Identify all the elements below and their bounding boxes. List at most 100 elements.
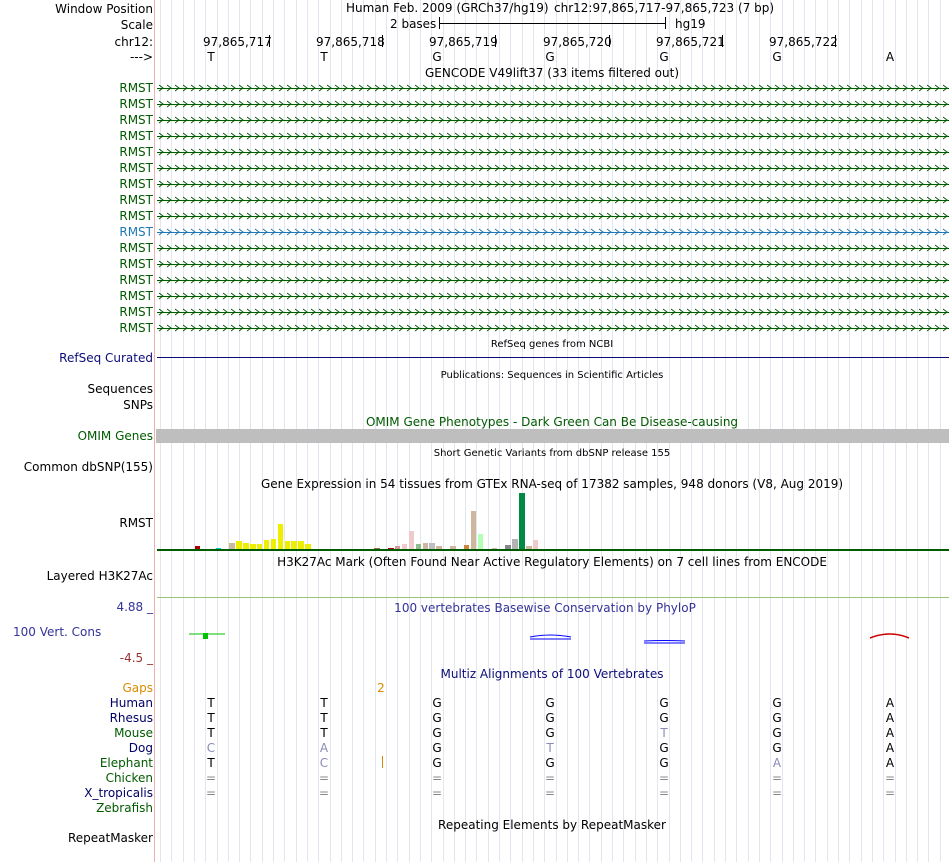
reference-base: G — [772, 50, 782, 64]
gencode-transcript[interactable] — [157, 116, 949, 124]
gtex-bar[interactable] — [388, 548, 394, 549]
gtex-bar[interactable] — [505, 545, 511, 549]
gencode-gene-label[interactable]: RMST — [119, 257, 153, 271]
gtex-bar[interactable] — [450, 546, 456, 549]
gtex-bar[interactable] — [463, 545, 470, 549]
gencode-gene-label[interactable]: RMST — [119, 145, 153, 159]
gtex-bar[interactable] — [250, 544, 256, 549]
gencode-transcript[interactable] — [157, 292, 949, 300]
repeatmasker-label[interactable]: RepeatMasker — [67, 831, 153, 845]
species-label[interactable]: X_tropicalis — [84, 786, 153, 800]
gtex-bar[interactable] — [491, 548, 498, 549]
gencode-gene-label[interactable]: RMST — [119, 305, 153, 319]
refseq-line[interactable] — [157, 357, 949, 358]
species-label[interactable]: Dog — [128, 741, 153, 755]
gtex-bar[interactable] — [298, 541, 304, 549]
gencode-gene-label[interactable]: RMST — [119, 97, 153, 111]
gtex-bar[interactable] — [263, 540, 270, 549]
gencode-gene-label[interactable]: RMST — [119, 177, 153, 191]
gtex-bar[interactable] — [243, 543, 249, 549]
phylop-label[interactable]: 100 Vert. Cons — [13, 625, 102, 639]
gencode-transcript[interactable] — [157, 308, 949, 316]
sequences-label[interactable]: Sequences — [87, 382, 153, 396]
refseq-label[interactable]: RefSeq Curated — [59, 351, 153, 365]
gencode-gene-label[interactable]: RMST — [119, 241, 153, 255]
gtex-chart[interactable] — [157, 493, 949, 549]
gencode-transcript[interactable] — [157, 180, 949, 188]
gtex-bar[interactable] — [408, 531, 415, 549]
gencode-gene-label[interactable]: RMST — [119, 273, 153, 287]
gencode-transcript[interactable] — [157, 228, 949, 236]
species-label[interactable]: Chicken — [105, 771, 153, 785]
gtex-bar[interactable] — [470, 511, 477, 549]
species-label[interactable]: Mouse — [114, 726, 153, 740]
gencode-gene-label[interactable]: RMST — [119, 225, 153, 239]
gencode-transcript[interactable] — [157, 100, 949, 108]
gencode-transcript[interactable] — [157, 324, 949, 332]
aligned-base: C — [206, 741, 216, 755]
gencode-gene-label[interactable]: RMST — [119, 321, 153, 335]
gtex-bar[interactable] — [429, 543, 435, 549]
gtex-bar[interactable] — [374, 548, 380, 549]
species-label[interactable]: Elephant — [99, 756, 153, 770]
dbsnp-title: Short Genetic Variants from dbSNP releas… — [433, 448, 671, 459]
species-label[interactable]: Rhesus — [109, 711, 153, 725]
gencode-gene-label[interactable]: RMST — [119, 209, 153, 223]
gtex-bar[interactable] — [270, 539, 277, 549]
species-label[interactable]: Zebrafish — [96, 801, 153, 815]
gaps-label[interactable]: Gaps — [122, 681, 153, 695]
gencode-transcript[interactable] — [157, 84, 949, 92]
h3k27ac-title: H3K27Ac Mark (Often Found Near Active Re… — [277, 555, 827, 569]
gtex-bar[interactable] — [256, 544, 263, 549]
gtex-bar[interactable] — [532, 540, 539, 549]
gtex-bar[interactable] — [422, 543, 429, 549]
gencode-transcript[interactable] — [157, 196, 949, 204]
scale-label: Scale — [120, 18, 153, 32]
species-label[interactable]: Human — [109, 696, 153, 710]
h3k27ac-label[interactable]: Layered H3K27Ac — [46, 569, 153, 583]
gtex-bar[interactable] — [401, 544, 408, 549]
gencode-transcript[interactable] — [157, 244, 949, 252]
gencode-title: GENCODE V49lift37 (33 items filtered out… — [424, 66, 680, 80]
gencode-gene-label[interactable]: RMST — [119, 161, 153, 175]
gtex-bar[interactable] — [512, 539, 518, 549]
gtex-bar[interactable] — [277, 524, 284, 549]
gencode-transcript[interactable] — [157, 148, 949, 156]
aligned-base: C — [319, 756, 329, 770]
gtex-bar[interactable] — [291, 541, 297, 549]
omim-label[interactable]: OMIM Genes — [77, 429, 153, 443]
gencode-gene-label[interactable]: RMST — [119, 113, 153, 127]
gtex-bar[interactable] — [215, 548, 222, 549]
dbsnp-label[interactable]: Common dbSNP(155) — [23, 460, 153, 474]
gencode-transcript[interactable] — [157, 132, 949, 140]
reference-base: T — [320, 50, 328, 64]
gencode-gene-label[interactable]: RMST — [119, 289, 153, 303]
gtex-title: Gene Expression in 54 tissues from GTEx … — [260, 477, 844, 491]
gtex-bar[interactable] — [194, 546, 201, 549]
gencode-transcript[interactable] — [157, 164, 949, 172]
gtex-bar[interactable] — [519, 493, 525, 549]
snps-label[interactable]: SNPs — [123, 398, 153, 412]
gencode-transcript[interactable] — [157, 212, 949, 220]
gtex-bar[interactable] — [436, 546, 442, 549]
gencode-gene-label[interactable]: RMST — [119, 193, 153, 207]
gencode-transcript[interactable] — [157, 260, 949, 268]
reference-base: T — [207, 50, 215, 64]
gtex-bar[interactable] — [526, 546, 532, 549]
gtex-bar[interactable] — [229, 543, 235, 549]
gtex-bar[interactable] — [394, 546, 401, 549]
gtex-bar[interactable] — [415, 544, 422, 549]
gtex-bar[interactable] — [236, 541, 242, 549]
phylop-plot[interactable] — [157, 625, 949, 650]
gencode-gene-label[interactable]: RMST — [119, 129, 153, 143]
publications-title: Publications: Sequences in Scientific Ar… — [440, 370, 664, 381]
gtex-bar[interactable] — [477, 534, 484, 549]
coordinate-tick — [382, 35, 383, 47]
gencode-transcript[interactable] — [157, 276, 949, 284]
omim-feature[interactable] — [156, 429, 949, 443]
gtex-bar[interactable] — [284, 541, 291, 549]
gtex-label[interactable]: RMST — [119, 516, 153, 530]
gencode-gene-label[interactable]: RMST — [119, 81, 153, 95]
aligned-base: T — [207, 696, 215, 710]
gtex-bar[interactable] — [305, 544, 311, 549]
